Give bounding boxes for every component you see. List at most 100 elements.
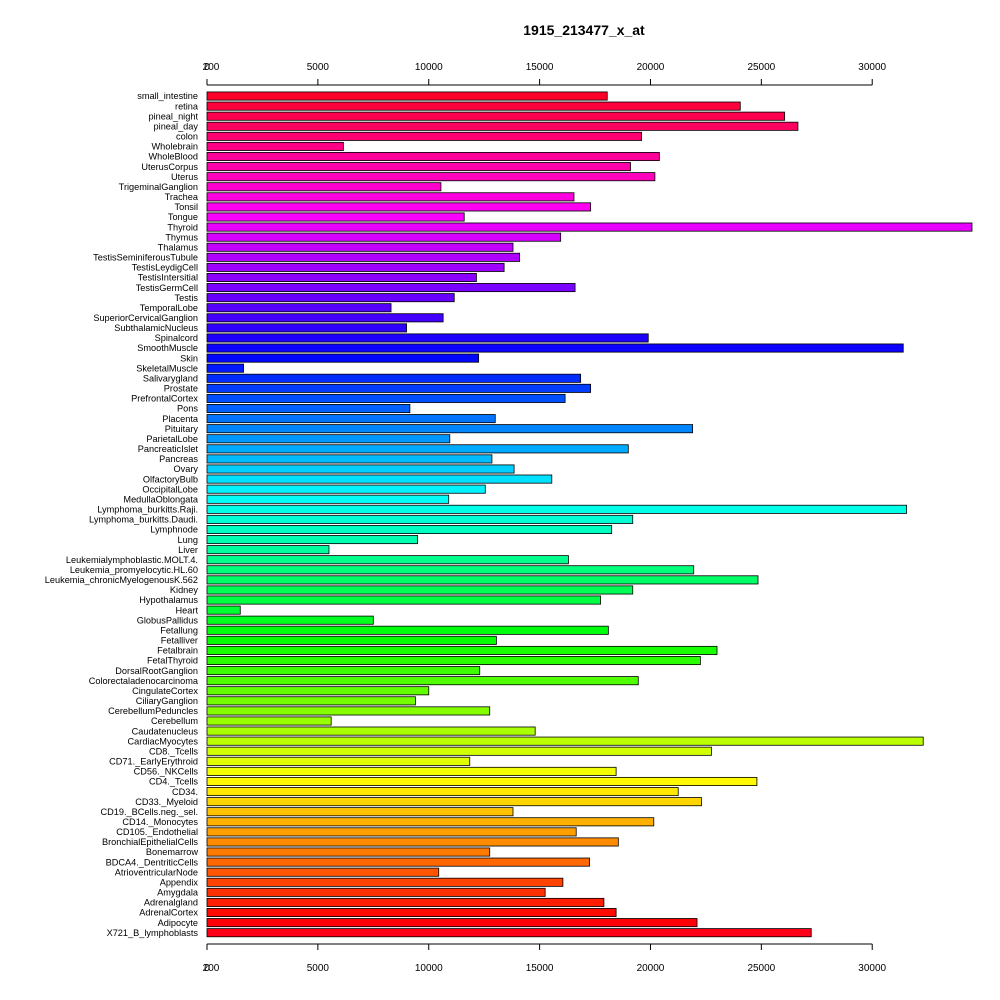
bar (206, 373, 582, 383)
category-label: Wholebrain (152, 142, 198, 152)
bar (206, 908, 617, 918)
category-label: CD4._Tcells (149, 777, 198, 787)
category-label: Lymphnode (150, 525, 198, 535)
category-label: CD8._Tcells (149, 746, 198, 756)
bar (206, 535, 419, 545)
bar (206, 887, 546, 897)
bar (206, 797, 702, 807)
bar (206, 262, 505, 272)
bar (206, 847, 491, 857)
category-label: pineal_night (148, 111, 198, 121)
category-label: Fetallung (160, 625, 198, 635)
bar (206, 131, 643, 141)
bar (206, 383, 592, 393)
category-label: pineal_day (154, 121, 199, 131)
category-label: TrigeminalGanglion (119, 182, 198, 192)
bar (206, 414, 496, 424)
category-label: Uterus (171, 172, 198, 182)
category-label: Salivarygland (143, 373, 198, 383)
category-label: BDCA4._DentriticCells (106, 857, 199, 867)
category-label: CD71._EarlyErythroid (109, 757, 198, 767)
category-label: CiliaryGanglion (136, 696, 198, 706)
bottom-axis: 0 5000 10000 15000 20000 25000 30000 200 (203, 943, 887, 974)
category-label: SkeletalMuscle (136, 363, 198, 373)
category-label: Appendix (160, 877, 199, 887)
category-label: AtrioventricularNode (115, 867, 198, 877)
category-label: Cerebellum (151, 716, 198, 726)
bar (206, 101, 741, 111)
category-label: Fetalliver (161, 636, 198, 646)
category-label: TemporalLobe (140, 303, 198, 313)
bar (206, 111, 786, 121)
bar (206, 555, 569, 565)
category-label: Lung (178, 535, 198, 545)
category-label: Lymphoma_burkitts.Daudi. (89, 515, 198, 525)
bar (206, 656, 701, 666)
category-label: CingulateCortex (132, 686, 198, 696)
axis-tick-label: 25000 (747, 62, 775, 73)
category-label: small_intestine (137, 91, 198, 101)
category-label: Placenta (162, 414, 199, 424)
bar (206, 172, 656, 182)
bar (206, 545, 330, 555)
bar (206, 807, 514, 817)
axis-tick-label: 25000 (747, 963, 775, 974)
bar (206, 595, 601, 605)
bar (206, 293, 455, 303)
category-label: CardiacMyocytes (128, 736, 199, 746)
bar (206, 333, 649, 343)
axis-tick-label: 10000 (415, 963, 443, 974)
category-label: WholeBlood (148, 152, 198, 162)
category-label: Caudatenucleus (132, 726, 199, 736)
category-label: Amygdala (157, 888, 199, 898)
bar (206, 625, 609, 635)
bar (206, 504, 907, 514)
category-label: Leukemialymphoblastic.MOLT.4. (66, 555, 198, 565)
bar (206, 524, 613, 534)
category-label: Trachea (165, 192, 199, 202)
axis-tick-label: 0 (204, 963, 210, 974)
axis-tick-label: 20000 (637, 963, 665, 974)
bar (206, 716, 332, 726)
axis-tick-label: 5000 (307, 62, 330, 73)
category-label: SmoothMuscle (137, 343, 198, 353)
category-label: AdrenalCortex (139, 908, 198, 918)
category-label: Pons (177, 404, 198, 414)
category-label: Kidney (170, 585, 198, 595)
bar (206, 363, 244, 373)
bar (206, 182, 442, 192)
chart-title: 1915_213477_x_at (523, 22, 645, 38)
bar (206, 666, 481, 676)
category-label: Thymus (165, 232, 198, 242)
bar (206, 686, 430, 696)
bar (206, 817, 655, 827)
bar (206, 424, 694, 434)
bar (206, 514, 634, 524)
category-label: Heart (176, 605, 199, 615)
category-label: Leukemia_chronicMyelogenousK.562 (45, 575, 198, 585)
category-label: colon (176, 132, 198, 142)
category-label: UterusCorpus (141, 162, 198, 172)
category-label: OccipitalLobe (142, 484, 198, 494)
bar (206, 272, 477, 282)
category-label: PrefrontalCortex (131, 394, 198, 404)
bar (206, 141, 344, 151)
category-label: CD14._Monocytes (122, 817, 198, 827)
category-label: TestisLeydigCell (132, 263, 198, 273)
bar (206, 434, 451, 444)
bar (206, 222, 973, 232)
bar (206, 404, 411, 414)
category-label: Testis (175, 293, 199, 303)
bar (206, 474, 553, 484)
bar (206, 565, 695, 575)
category-label: Thyroid (167, 222, 198, 232)
category-label: Skin (180, 353, 198, 363)
category-label: CD56._NKCells (134, 767, 199, 777)
bar (206, 353, 480, 363)
category-label: X721_B_lymphoblasts (107, 928, 199, 938)
bar (206, 877, 564, 887)
category-label: Adrenalgland (144, 898, 198, 908)
bar (206, 162, 631, 172)
bar (206, 706, 491, 716)
bar (206, 645, 718, 655)
